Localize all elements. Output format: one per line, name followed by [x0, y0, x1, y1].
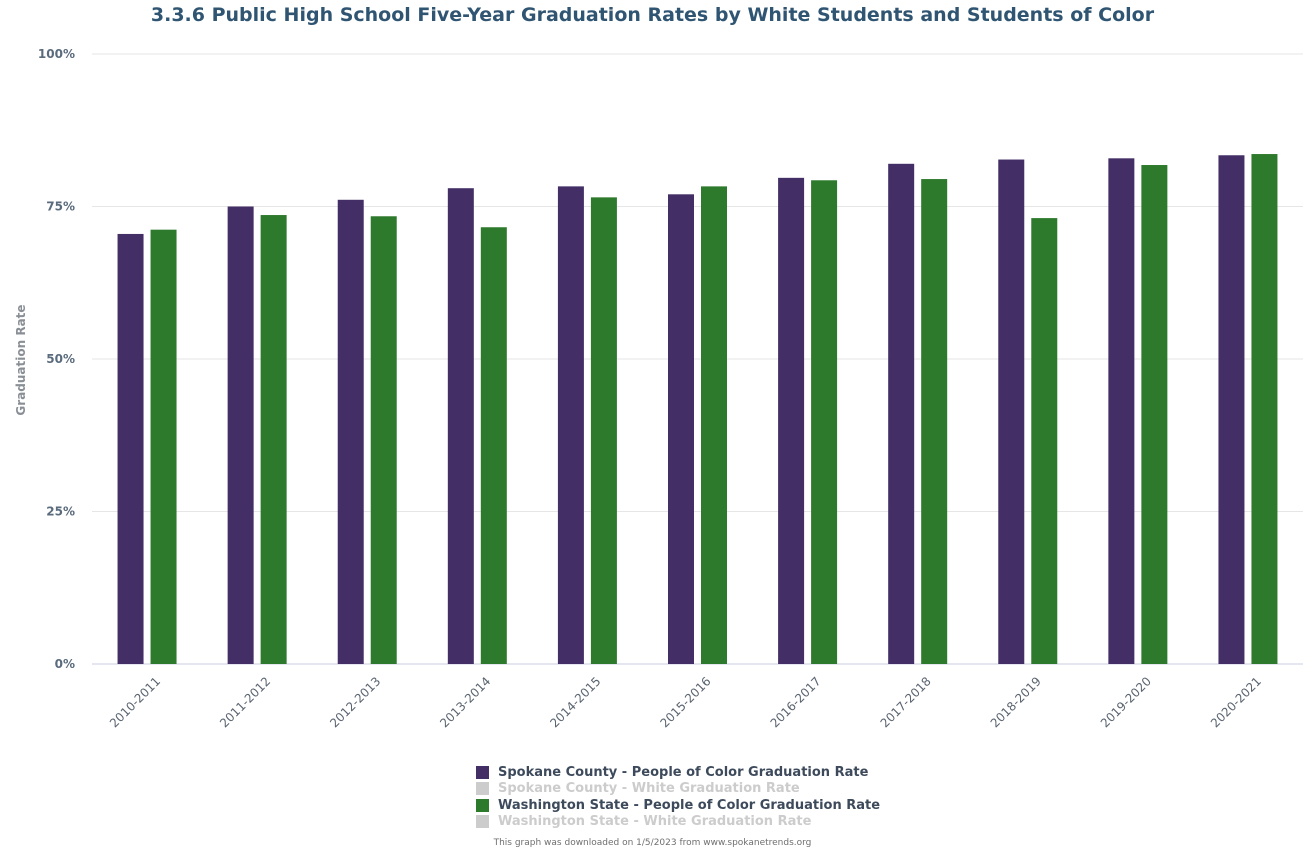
legend-item[interactable]: Washington State - White Graduation Rate [476, 814, 880, 831]
y-tick-label: 75% [46, 200, 75, 214]
bar-spokane-county-poc[interactable] [668, 194, 694, 665]
y-tick-label: 25% [46, 505, 75, 519]
bar-spokane-county-poc[interactable] [888, 163, 915, 665]
bar-spokane-county-poc[interactable] [1108, 158, 1135, 664]
x-tick-label: 2018-2019 [988, 674, 1044, 730]
legend-item[interactable]: Spokane County - White Graduation Rate [476, 781, 880, 798]
bar-spokane-county-poc[interactable] [1218, 155, 1245, 664]
legend-item[interactable]: Washington State - People of Color Gradu… [476, 797, 880, 814]
grid-lines [92, 53, 1303, 665]
chart-title: 3.3.6 Public High School Five-Year Gradu… [150, 4, 1155, 26]
legend: Spokane County - People of Color Graduat… [476, 764, 880, 830]
legend-label: Spokane County - White Graduation Rate [498, 781, 800, 797]
bar-washington-state-poc[interactable] [1251, 154, 1278, 665]
bar-washington-state-poc[interactable] [590, 197, 617, 664]
bar-spokane-county-poc[interactable] [117, 233, 144, 664]
legend-label: Spokane County - People of Color Graduat… [498, 764, 869, 780]
legend-swatch [476, 782, 489, 796]
bar-spokane-county-poc[interactable] [337, 199, 364, 665]
bar-washington-state-poc[interactable] [921, 179, 948, 665]
y-axis: 0% 25% 50% 75% 100% [38, 47, 75, 671]
bar-washington-state-poc[interactable] [811, 180, 838, 664]
legend-swatch [476, 815, 489, 829]
bar-spokane-county-poc[interactable] [778, 177, 805, 664]
bar-washington-state-poc[interactable] [260, 215, 287, 665]
bars [117, 154, 1278, 665]
y-tick-label: 50% [46, 352, 75, 366]
y-tick-label: 100% [38, 47, 75, 61]
y-tick-label: 0% [55, 657, 75, 671]
bar-spokane-county-poc[interactable] [227, 206, 254, 665]
footer-note: This graph was downloaded on 1/5/2023 fr… [493, 838, 812, 848]
legend-label: Washington State - White Graduation Rate [498, 814, 812, 830]
x-tick-label: 2012-2013 [327, 674, 383, 730]
bar-washington-state-poc[interactable] [480, 227, 507, 665]
y-axis-title: Graduation Rate [14, 304, 28, 415]
bar-washington-state-poc[interactable] [1141, 165, 1168, 664]
x-tick-label: 2011-2012 [217, 674, 273, 730]
x-tick-label: 2017-2018 [878, 674, 934, 730]
x-tick-label: 2019-2020 [1098, 674, 1154, 730]
bar-washington-state-poc[interactable] [370, 216, 397, 664]
bar-washington-state-poc[interactable] [1031, 218, 1058, 664]
bar-spokane-county-poc[interactable] [557, 186, 584, 664]
x-tick-label: 2013-2014 [437, 674, 493, 730]
x-tick-label: 2014-2015 [547, 674, 603, 730]
bar-washington-state-poc[interactable] [701, 186, 727, 664]
bar-spokane-county-poc[interactable] [447, 188, 474, 664]
legend-swatch [476, 765, 489, 779]
x-tick-label: 2016-2017 [768, 674, 824, 730]
legend-label: Washington State - People of Color Gradu… [498, 797, 881, 813]
bar-spokane-county-poc[interactable] [998, 159, 1025, 664]
bar-washington-state-poc[interactable] [150, 229, 177, 664]
x-tick-label: 2020-2021 [1208, 674, 1264, 730]
x-tick-label: 2015-2016 [657, 674, 713, 730]
x-axis: 2010-2011 2011-2012 2012-2013 2013-2014 2014… [107, 674, 1264, 730]
legend-swatch [476, 798, 489, 812]
legend-item[interactable]: Spokane County - People of Color Graduat… [476, 764, 880, 781]
x-tick-label: 2010-2011 [107, 674, 163, 730]
